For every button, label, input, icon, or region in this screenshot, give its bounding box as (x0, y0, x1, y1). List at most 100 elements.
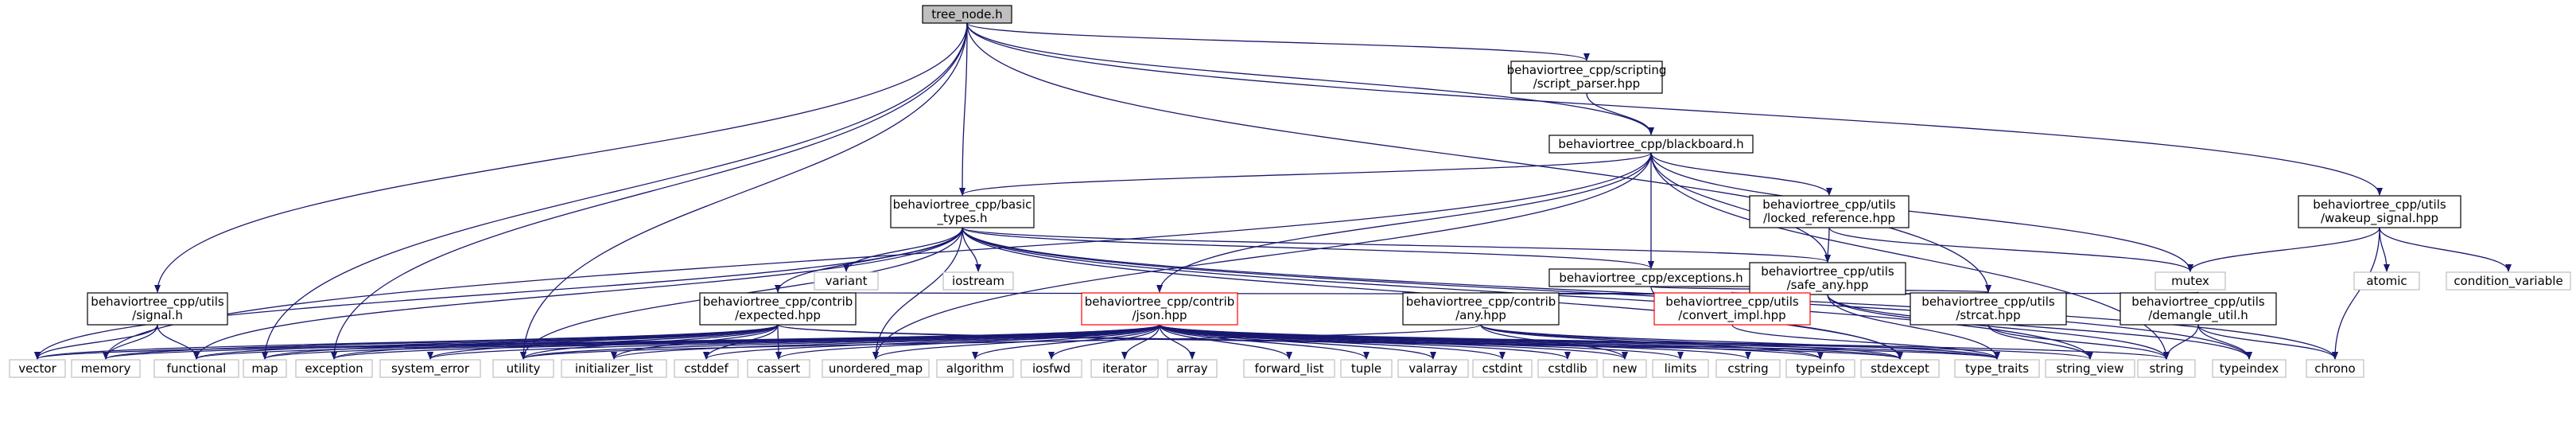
edge-tree_node-to-utility (520, 22, 968, 360)
node-string: string (2137, 359, 2196, 378)
node-strcat[interactable]: behaviortree_cpp/utils/strcat.hpp (1910, 292, 2067, 326)
edge-json-to-forward_list (1159, 324, 1292, 360)
node-box (747, 359, 810, 378)
node-label-line: limits (1665, 361, 1697, 376)
edge-basic_types-to-variant (843, 227, 963, 272)
node-label-line: stdexcept (1871, 361, 1929, 376)
node-label-line: behaviortree_cpp/basic (893, 197, 1032, 213)
node-label-line: system_error (391, 361, 470, 376)
node-box (492, 359, 554, 378)
node-string-view: string_view (2045, 359, 2135, 378)
edge-strcat-to-string_view (1987, 324, 2093, 360)
node-signal-h[interactable]: behaviortree_cpp/utils/signal.h (87, 292, 228, 326)
node-exceptions[interactable]: behaviortree_cpp/exceptions.h (1548, 268, 1754, 287)
edge-wakeup_signal-to-condition_variable (2379, 227, 2512, 272)
node-array: array (1167, 359, 1218, 378)
node-box (87, 292, 228, 326)
edge-json-to-cstdint (1159, 324, 1506, 360)
node-label-line: type_traits (1965, 361, 2029, 376)
node-label-line: exception (305, 361, 363, 376)
edge-json-to-array (1159, 324, 1195, 360)
node-locked-reference[interactable]: behaviortree_cpp/utils/locked_reference.… (1749, 195, 1910, 228)
node-unordered-map: unordered_map (822, 359, 930, 378)
node-box (2446, 271, 2571, 291)
node-iostream: iostream (942, 271, 1014, 291)
node-label-line: string (2149, 361, 2183, 376)
edge-any_hpp-to-typeinfo (1480, 324, 1824, 360)
node-box (295, 359, 373, 378)
node-limits: limits (1652, 359, 1709, 378)
node-label-line: atomic (2366, 274, 2407, 288)
node-box (2137, 359, 2196, 378)
node-box (1749, 262, 1906, 295)
node-box (1402, 292, 1560, 326)
node-label-line: tree_node.h (931, 7, 1002, 22)
node-box (1243, 359, 1335, 378)
node-iterator: iterator (1090, 359, 1159, 378)
edge-blackboard-to-memory (103, 152, 1652, 360)
node-label-line: memory (81, 361, 131, 376)
node-box (561, 359, 667, 378)
edge-json-to-string (1159, 324, 2170, 360)
edge-json-to-cassert (775, 324, 1160, 360)
node-label-line: iterator (1102, 361, 1148, 376)
node-blackboard[interactable]: behaviortree_cpp/blackboard.h (1548, 135, 1754, 154)
edge-tree_node-to-blackboard (966, 22, 1654, 135)
node-box (2154, 271, 2226, 291)
node-box (1548, 135, 1754, 154)
edge-strcat-to-string (1987, 324, 2170, 360)
edge-json-to-utility (520, 324, 1160, 360)
node-json[interactable]: behaviortree_cpp/contrib/json.hpp (1081, 292, 1238, 326)
node-demangle[interactable]: behaviortree_cpp/utils/demangle_util.h (2119, 292, 2277, 326)
node-label-line: condition_variable (2454, 274, 2562, 289)
edge-json-to-valarray (1159, 324, 1436, 360)
edge-demangle-to-chrono (2197, 324, 2338, 360)
node-tree-node[interactable]: tree_node.h (922, 5, 1012, 24)
node-cstddef: cstddef (674, 359, 739, 378)
node-label-line: forward_list (1254, 361, 1323, 376)
node-label-line: initializer_list (575, 361, 653, 376)
node-label-line: utility (507, 361, 541, 376)
node-basic-types[interactable]: behaviortree_cpp/basic_types.h (890, 195, 1035, 228)
node-wakeup-signal[interactable]: behaviortree_cpp/utils/wakeup_signal.hpp (2298, 195, 2461, 228)
node-box (1537, 359, 1598, 378)
node-box (2045, 359, 2135, 378)
node-box (1910, 292, 2067, 326)
node-box (243, 359, 287, 378)
node-cstdlib: cstdlib (1537, 359, 1598, 378)
node-label-line: tuple (1351, 361, 1381, 376)
node-label-line: behaviortree_cpp/contrib (1085, 295, 1235, 310)
node-stdexcept: stdexcept (1860, 359, 1940, 378)
edge-basic_types-to-exceptions (962, 227, 1654, 269)
node-box (1167, 359, 1218, 378)
node-box (814, 271, 879, 291)
edge-safe_any-to-string (1827, 294, 2170, 360)
node-label-line: behaviortree_cpp/utils (1921, 295, 2055, 310)
node-label-line: behaviortree_cpp/contrib (703, 295, 853, 310)
node-convert-impl[interactable]: behaviortree_cpp/utils/convert_impl.hpp (1653, 292, 1811, 326)
node-new: new (1603, 359, 1647, 378)
edge-any_hpp-to-stdexcept (1480, 324, 1903, 360)
edge-demangle-to-typeindex (2197, 324, 2252, 360)
node-forward-list: forward_list (1243, 359, 1335, 378)
node-label-line: behaviortree_cpp/utils (2313, 197, 2446, 213)
node-expected[interactable]: behaviortree_cpp/contrib/expected.hpp (699, 292, 857, 326)
node-label-line: iostream (952, 274, 1004, 288)
edge-json-to-iosfwd (1048, 324, 1160, 360)
node-typeinfo: typeinfo (1785, 359, 1855, 378)
edge-expected-to-map (262, 324, 779, 360)
node-label-line: /signal.h (132, 308, 183, 322)
node-script-parser[interactable]: behaviortree_cpp/scripting/script_parser… (1507, 60, 1667, 94)
node-safe-any[interactable]: behaviortree_cpp/utils/safe_any.hpp (1749, 262, 1906, 295)
node-valarray: valarray (1397, 359, 1469, 378)
node-functional: functional (153, 359, 239, 378)
node-label-line: variant (826, 274, 868, 288)
node-label-line: behaviortree_cpp/utils (91, 295, 224, 310)
node-label-line: behaviortree_cpp/utils (2131, 295, 2265, 310)
node-chrono: chrono (2306, 359, 2364, 378)
node-typeindex: typeindex (2212, 359, 2287, 378)
node-box (2119, 292, 2277, 326)
node-any-hpp[interactable]: behaviortree_cpp/contrib/any.hpp (1402, 292, 1560, 326)
node-label-line: /strcat.hpp (1956, 308, 2020, 322)
